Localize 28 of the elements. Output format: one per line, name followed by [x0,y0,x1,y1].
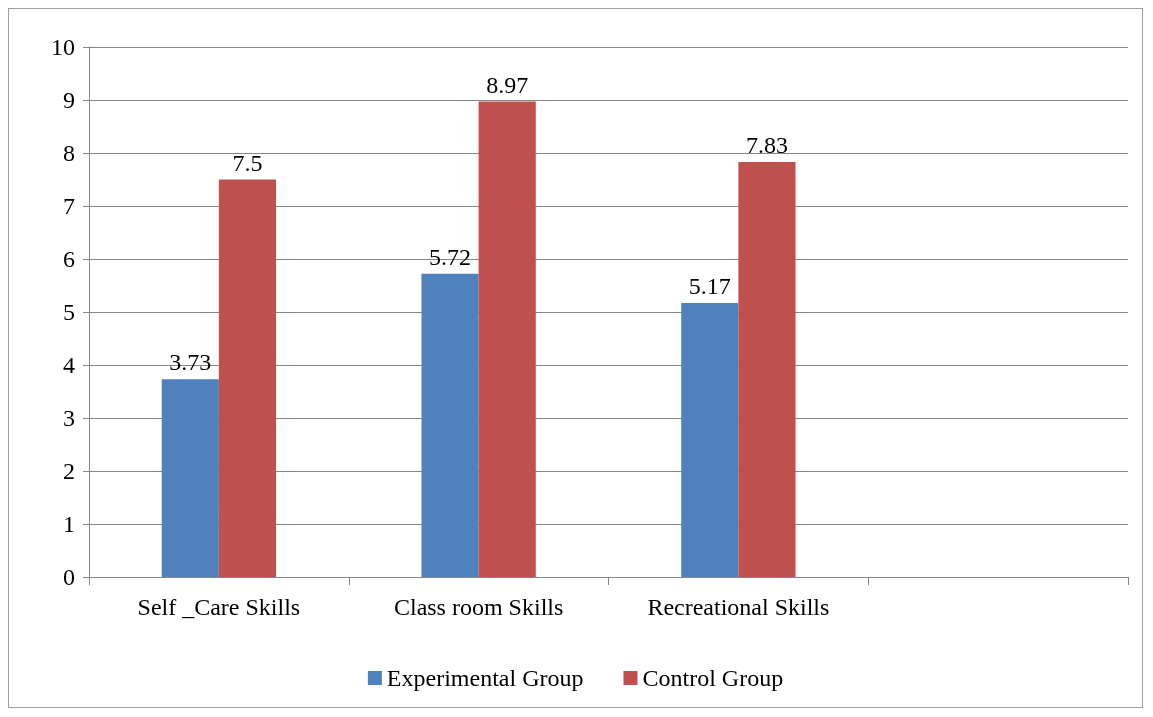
legend-label: Control Group [642,665,784,691]
data-label: 5.72 [429,243,472,270]
legend-label: Experimental Group [386,665,584,691]
data-label: 8.97 [486,71,529,98]
x-tick-label: Class room Skills [393,594,564,620]
bar [218,179,277,577]
y-tick-label: 5 [63,299,75,325]
y-tick-label: 0 [63,564,75,590]
y-tick-label: 10 [51,34,75,60]
data-label: 7.83 [745,132,788,159]
y-tick-label: 7 [63,193,75,219]
bar [161,379,219,577]
data-label: 3.73 [169,349,212,376]
data-label: 5.17 [688,272,731,299]
x-tick-label: Self _Care Skills [137,594,301,620]
bar [681,302,739,577]
y-tick-label: 1 [63,511,75,537]
x-tick-label: Recreational Skills [647,594,830,620]
y-tick-label: 6 [63,246,75,272]
data-label: 7.5 [232,149,263,176]
bar [421,273,479,577]
y-tick-label: 9 [63,87,75,113]
y-tick-label: 2 [63,458,75,484]
y-tick-label: 3 [63,405,75,431]
y-tick-label: 8 [63,140,75,166]
y-tick-label: 4 [63,352,75,378]
bar [738,162,796,577]
bar [478,101,536,577]
